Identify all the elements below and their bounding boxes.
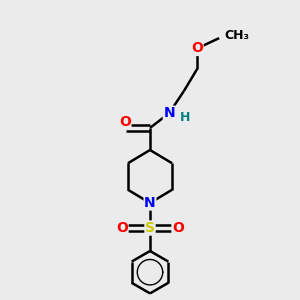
Text: S: S: [145, 221, 155, 235]
Text: O: O: [119, 115, 131, 129]
Text: O: O: [116, 221, 128, 235]
Text: H: H: [180, 111, 190, 124]
Text: O: O: [191, 41, 203, 56]
Text: N: N: [163, 106, 175, 120]
Text: N: N: [144, 196, 156, 210]
Text: CH₃: CH₃: [224, 29, 250, 42]
Text: O: O: [172, 221, 184, 235]
